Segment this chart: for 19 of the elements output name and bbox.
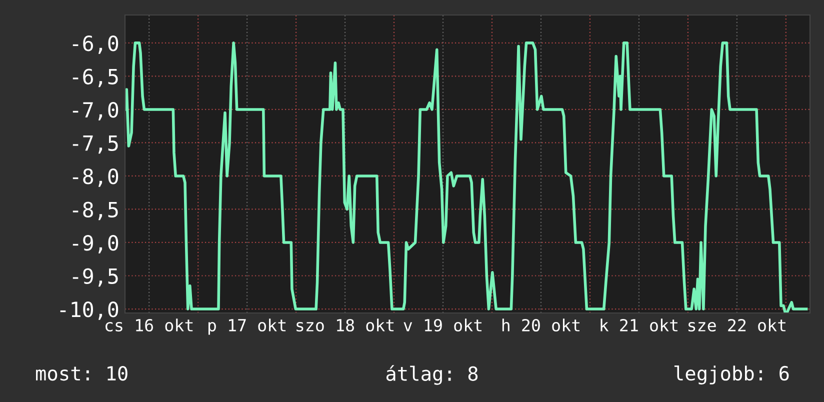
y-tick-label: -8,0 [72, 168, 118, 187]
x-tick-label: sze 22 okt [688, 318, 786, 332]
x-tick-label: h 20 okt [502, 318, 580, 332]
y-tick-label: -7,0 [72, 102, 118, 120]
text: legjobb: 6 [674, 365, 789, 385]
y-tick-label: -8,5 [72, 202, 118, 220]
x-tick-label: v 19 okt [404, 318, 482, 332]
text: átlag: 8 [386, 365, 478, 385]
y-tick-label: -9,5 [72, 268, 118, 287]
y-tick-label: -10,0 [60, 302, 118, 320]
x-tick-label: szo 18 okt [296, 318, 394, 332]
x-tick-label: cs 16 okt [106, 318, 193, 332]
text: most: 10 [36, 366, 128, 381]
y-tick-label: -9,0 [72, 235, 118, 254]
x-tick-label: p 17 okt [208, 318, 286, 335]
y-tick-label: -6,0 [72, 35, 118, 54]
x-tick-label: k 21 okt [600, 318, 678, 332]
y-tick-label: -7,5 [72, 135, 118, 154]
y-tick-label: -6,5 [72, 68, 118, 88]
